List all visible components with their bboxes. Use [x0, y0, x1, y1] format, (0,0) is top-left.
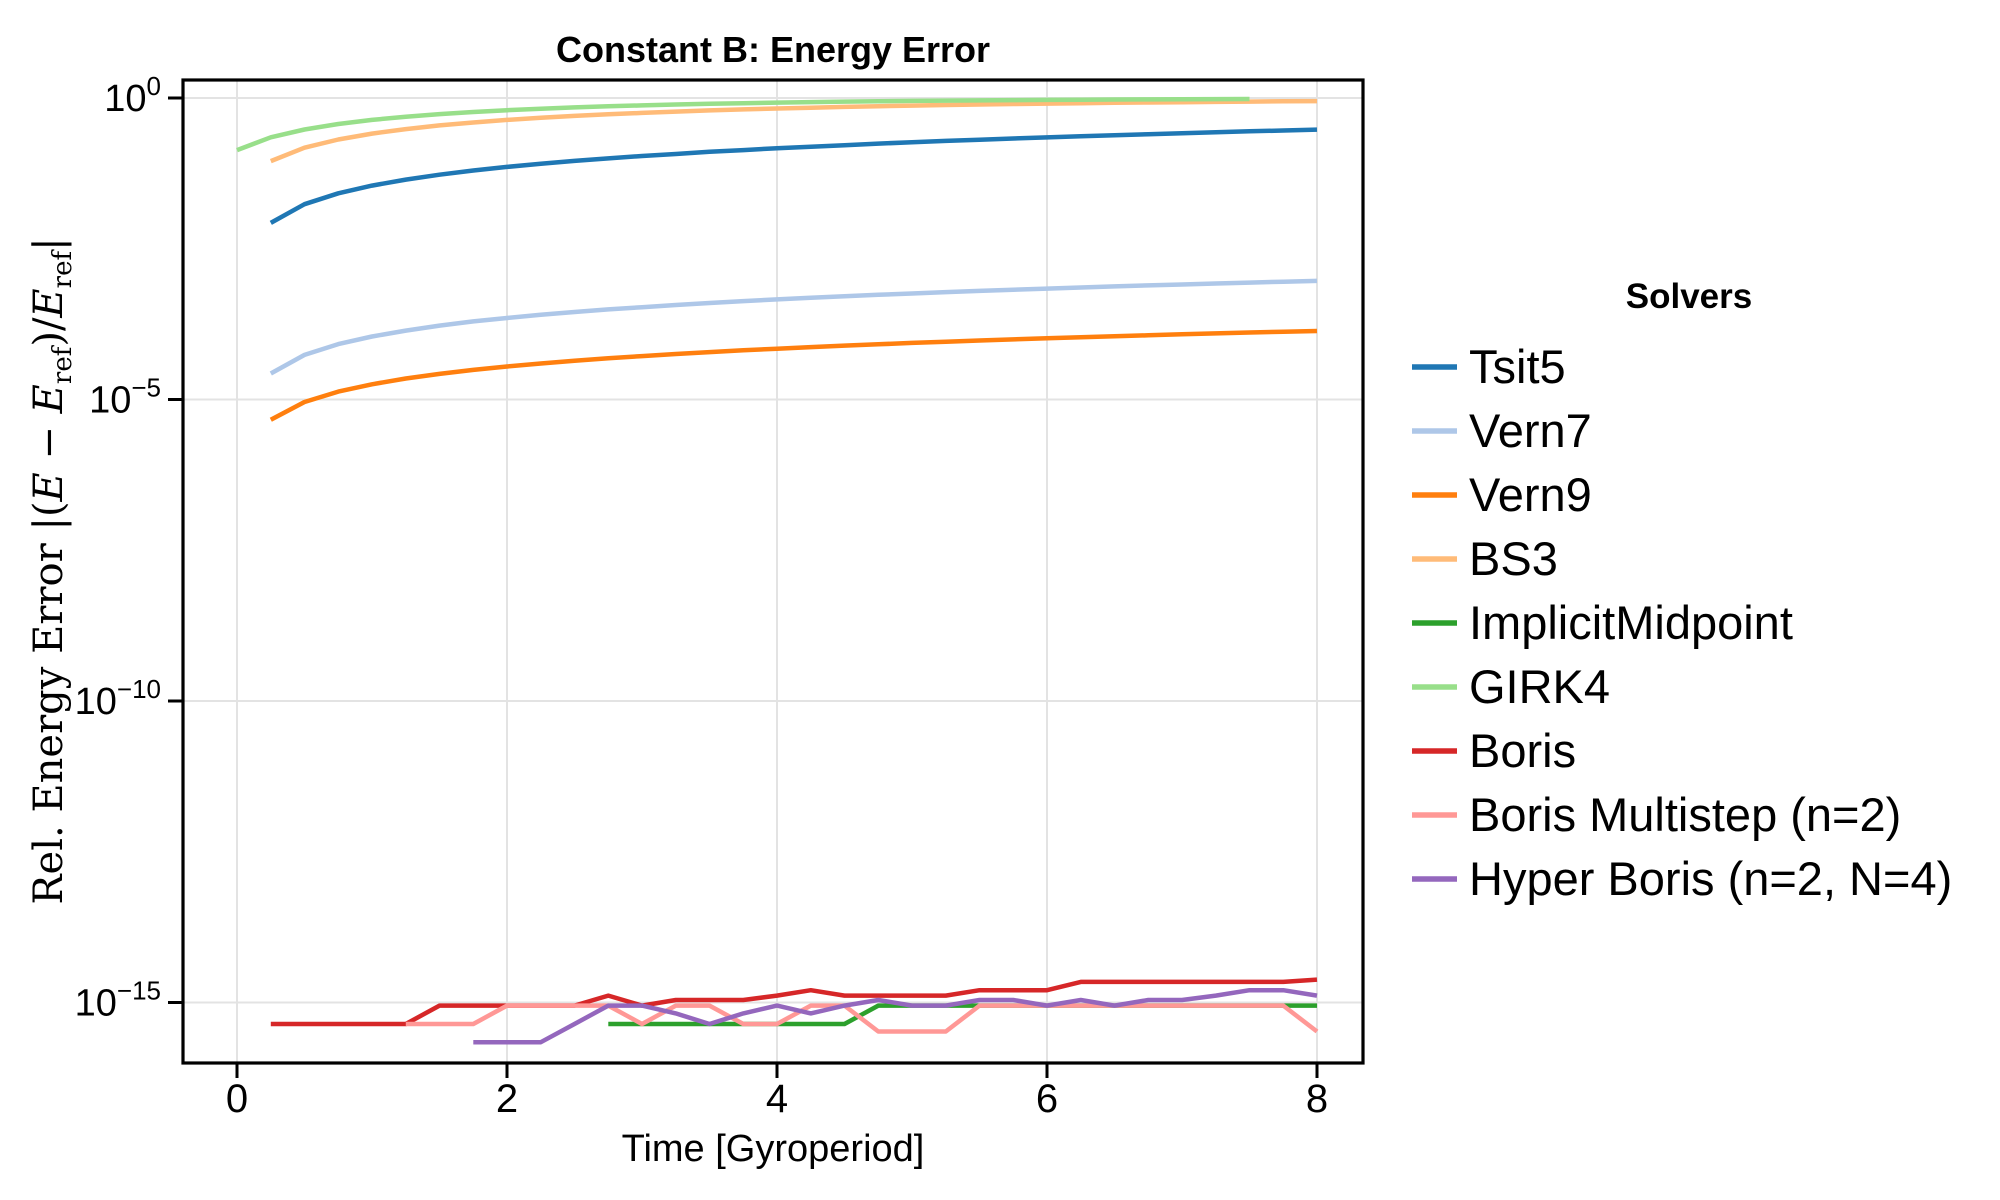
gridlines: [183, 80, 1363, 1063]
legend-item-vern9: Vern9: [1412, 468, 1592, 521]
legend-label-vern7: Vern7: [1469, 404, 1592, 457]
x-tick-label: 4: [766, 1077, 788, 1121]
x-tick-label: 6: [1036, 1077, 1058, 1121]
x-tick-label: 0: [226, 1077, 248, 1121]
legend-item-boris-multistep-n-2: Boris Multistep (n=2): [1412, 788, 1901, 841]
series-line-boris: [270, 977, 1318, 1027]
legend-label-hyper-boris-n-2-n-4: Hyper Boris (n=2, N=4): [1469, 852, 1952, 905]
chart-title: Constant B: Energy Error: [556, 29, 990, 70]
series-line-vern7: [269, 278, 1318, 376]
x-axis-label: Time [Gyroperiod]: [622, 1128, 925, 1170]
series-line-vern9: [269, 328, 1318, 422]
legend-item-tsit5: Tsit5: [1412, 340, 1566, 393]
legend-item-implicitmidpoint: ImplicitMidpoint: [1412, 596, 1793, 649]
legend-label-vern9: Vern9: [1469, 468, 1592, 521]
legend-label-implicitmidpoint: ImplicitMidpoint: [1469, 596, 1793, 649]
x-tick-label: 8: [1306, 1077, 1328, 1121]
legend-item-boris: Boris: [1412, 724, 1576, 777]
series-line-bs3: [269, 98, 1318, 164]
legend-item-hyper-boris-n-2-n-4: Hyper Boris (n=2, N=4): [1412, 852, 1952, 905]
legend-item-vern7: Vern7: [1412, 404, 1592, 457]
series-line-girk4: [236, 96, 1250, 153]
legend-label-girk4: GIRK4: [1469, 660, 1610, 713]
y-tick-labels: 100 10−5 10−10 10−15: [75, 71, 161, 1025]
y-tick-label: 10−10: [75, 674, 161, 723]
legend: Solvers Tsit5 Vern7 Vern9 BS3 ImplicitMidpoi…: [1412, 277, 1952, 905]
y-axis-label: Rel. Energy Error |(E − Eref)/Eref|: [26, 237, 78, 904]
x-tick-labels: 0 2 4 6 8: [226, 1077, 1328, 1121]
series-line-hyper-boris-n-2-n-4: [473, 987, 1318, 1045]
y-tick-label: 10−5: [89, 373, 161, 422]
legend-label-boris: Boris: [1469, 724, 1576, 777]
series-line-tsit5: [269, 127, 1318, 225]
y-tick-label: 10−15: [75, 976, 161, 1025]
x-tick-label: 2: [496, 1077, 518, 1121]
axis-tick-marks: [168, 96, 1319, 1078]
legend-item-girk4: GIRK4: [1412, 660, 1610, 713]
legend-label-tsit5: Tsit5: [1469, 340, 1566, 393]
legend-items: Tsit5 Vern7 Vern9 BS3 ImplicitMidpoint GIRK4 B…: [1412, 340, 1952, 905]
series-lines: [236, 96, 1319, 1045]
legend-item-bs3: BS3: [1412, 532, 1558, 585]
legend-label-bs3: BS3: [1469, 532, 1558, 585]
legend-label-boris-multistep-n-2: Boris Multistep (n=2): [1469, 788, 1901, 841]
plot-frame: [181, 78, 1365, 1065]
legend-title: Solvers: [1626, 277, 1752, 316]
y-tick-label: 100: [104, 71, 161, 120]
series-line-boris-multistep-n-2: [405, 1003, 1319, 1034]
